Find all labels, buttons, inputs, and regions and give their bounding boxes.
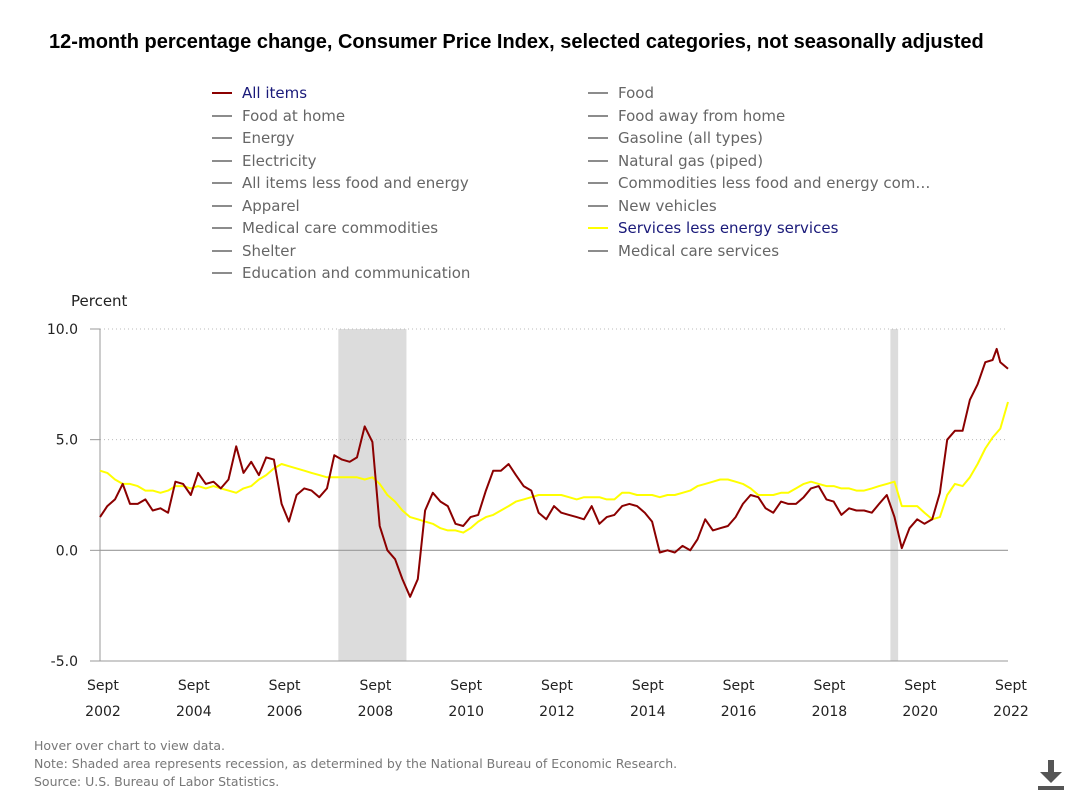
chart-notes: Hover over chart to view data. Note: Sha… — [34, 737, 677, 791]
x-tick-month: Sept — [450, 678, 482, 694]
legend-item[interactable]: Energy — [212, 127, 295, 149]
legend-label: Electricity — [242, 151, 317, 170]
legend-item[interactable]: Shelter — [212, 240, 296, 262]
legend-label: New vehicles — [618, 196, 717, 215]
legend-swatch — [212, 227, 232, 229]
legend-item[interactable]: Food — [588, 82, 654, 104]
legend-item[interactable]: Medical care services — [588, 240, 779, 262]
x-tick-month: Sept — [813, 678, 845, 694]
download-icon[interactable] — [1036, 758, 1066, 792]
legend-label: Food — [618, 84, 654, 102]
legend-item[interactable]: Electricity — [212, 150, 317, 172]
series-line — [99, 347, 1009, 598]
legend-label: Medical care commodities — [242, 219, 439, 237]
legend-swatch — [588, 227, 608, 229]
x-tick-year: 2020 — [902, 704, 938, 720]
legend-label: Services less energy services — [618, 219, 839, 237]
x-tick-year: 2016 — [721, 704, 757, 720]
legend-swatch — [588, 137, 608, 139]
chart-title: 12-month percentage change, Consumer Pri… — [49, 31, 984, 53]
hover-note: Hover over chart to view data. — [34, 738, 225, 753]
legend-swatch — [212, 137, 232, 139]
recession-band — [338, 329, 407, 661]
line-chart[interactable]: Percent -5.0 0.0 5.0 10.0 Sept 2002 Sept 2004 Sep… — [0, 285, 1087, 735]
recession-band — [890, 329, 899, 661]
legend-item[interactable]: Apparel — [212, 195, 300, 217]
legend-item[interactable]: Education and communication — [212, 262, 470, 284]
legend-item[interactable]: All items — [212, 82, 307, 104]
legend-swatch — [212, 114, 232, 117]
legend-swatch — [212, 182, 232, 184]
x-tick-month: Sept — [87, 678, 119, 694]
legend: All items Food at home Energy Electricity Al… — [0, 82, 1087, 287]
x-tick-month: Sept — [904, 678, 936, 694]
legend-item[interactable]: Commodities less food and energy com… — [588, 172, 930, 194]
y-tick-label: 5.0 — [56, 433, 78, 449]
legend-item[interactable]: Medical care commodities — [212, 217, 438, 239]
x-tick-year: 2004 — [176, 704, 212, 720]
legend-label: Education and communication — [242, 264, 471, 282]
y-tick-label: -5.0 — [51, 654, 78, 670]
legend-swatch — [588, 114, 608, 117]
x-tick-month: Sept — [723, 678, 755, 694]
legend-label: Food away from home — [618, 106, 786, 125]
x-tick-year: 2010 — [448, 704, 484, 720]
x-tick-month: Sept — [359, 678, 391, 694]
series-line — [99, 401, 1009, 534]
legend-item[interactable]: New vehicles — [588, 195, 717, 217]
legend-swatch — [588, 249, 608, 252]
legend-item[interactable]: All items less food and energy — [212, 172, 469, 194]
legend-swatch — [212, 204, 232, 207]
legend-swatch — [212, 272, 232, 274]
y-tick-label: 0.0 — [56, 543, 78, 559]
legend-label: All items less food and energy — [242, 174, 469, 192]
x-tick-year: 2018 — [812, 704, 848, 720]
x-tick-month: Sept — [178, 678, 210, 694]
y-tick-label: 10.0 — [47, 322, 78, 338]
legend-label: Commodities less food and energy com… — [618, 174, 931, 192]
legend-label: Food at home — [242, 106, 346, 125]
x-tick-month: Sept — [541, 678, 573, 694]
legend-item[interactable]: Food at home — [212, 105, 345, 127]
x-tick-year: 2022 — [993, 704, 1029, 720]
legend-label: Medical care services — [618, 241, 780, 260]
legend-swatch — [588, 92, 608, 94]
legend-label: Shelter — [242, 241, 296, 260]
x-tick-month: Sept — [995, 678, 1027, 694]
legend-label: Natural gas (piped) — [618, 151, 764, 170]
legend-item[interactable]: Services less energy services — [588, 217, 838, 239]
x-tick-year: 2002 — [85, 704, 121, 720]
legend-label: Energy — [242, 129, 295, 147]
legend-label: All items — [242, 84, 308, 102]
x-tick-year: 2014 — [630, 704, 666, 720]
legend-swatch — [588, 204, 608, 207]
legend-item[interactable]: Food away from home — [588, 105, 785, 127]
x-tick-month: Sept — [269, 678, 301, 694]
legend-swatch — [588, 182, 608, 184]
x-tick-year: 2006 — [267, 704, 303, 720]
recession-note: Note: Shaded area represents recession, … — [34, 756, 678, 771]
legend-label: Gasoline (all types) — [618, 129, 763, 147]
legend-swatch — [588, 159, 608, 162]
x-tick-year: 2012 — [539, 704, 575, 720]
legend-swatch — [212, 92, 232, 94]
x-tick-month: Sept — [632, 678, 664, 694]
y-axis-label: Percent — [71, 292, 128, 310]
legend-item[interactable]: Natural gas (piped) — [588, 150, 763, 172]
legend-swatch — [212, 249, 232, 252]
source-note: Source: U.S. Bureau of Labor Statistics. — [34, 774, 280, 789]
legend-label: Apparel — [242, 196, 300, 215]
x-tick-year: 2008 — [358, 704, 394, 720]
legend-item[interactable]: Gasoline (all types) — [588, 127, 763, 149]
legend-swatch — [212, 159, 232, 162]
